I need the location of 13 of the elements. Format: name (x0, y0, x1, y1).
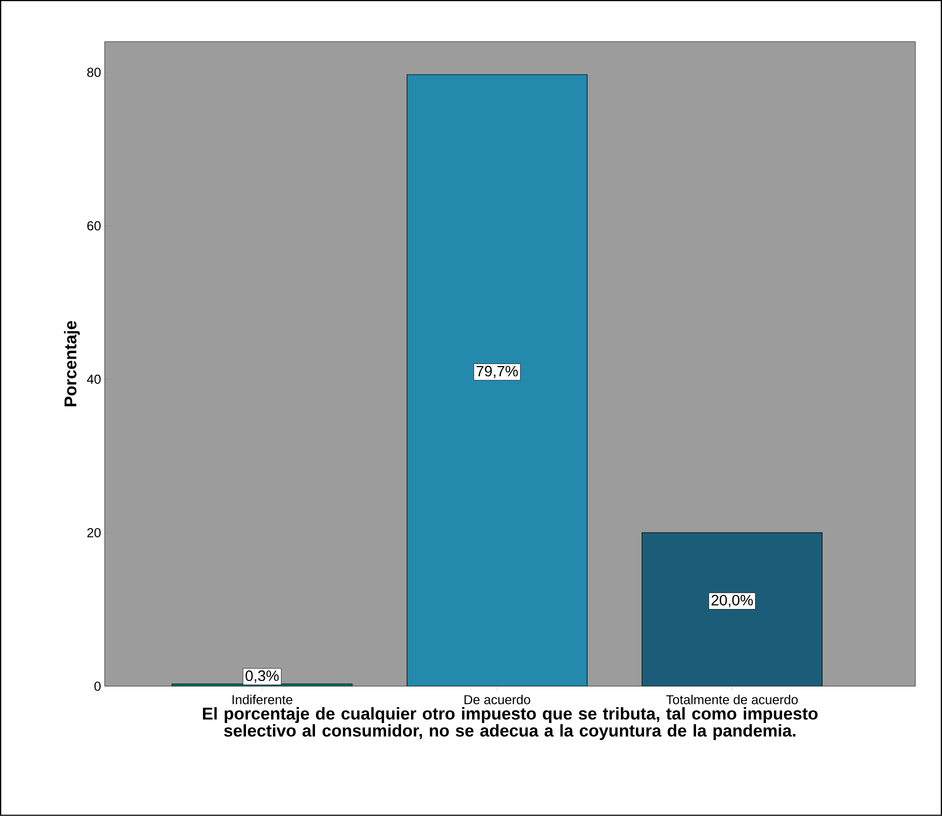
data-label: 0,3% (246, 670, 279, 683)
y-tick-label: 80 (87, 68, 101, 77)
x-tick-label: Indiferente (232, 694, 292, 704)
y-axis-title: Porcentaje (64, 321, 80, 406)
data-label: 20,0% (712, 594, 753, 608)
y-tick-label: 0 (94, 682, 101, 691)
x-axis-title: El porcentaje de cualquier otro impuesto que se tributa, tal como impuesto selectivo al consumidor, no se adecua a la coyuntura de la pandemia. (202, 707, 818, 740)
y-tick-label: 40 (86, 374, 101, 384)
y-tick-label: 20 (87, 528, 101, 538)
y-tick-label: 60 (87, 221, 101, 230)
data-label: 79,7% (476, 366, 518, 378)
x-tick-label: De acuerdo (464, 694, 530, 704)
x-tick-label: Totalmente de acuerdo (666, 694, 798, 704)
